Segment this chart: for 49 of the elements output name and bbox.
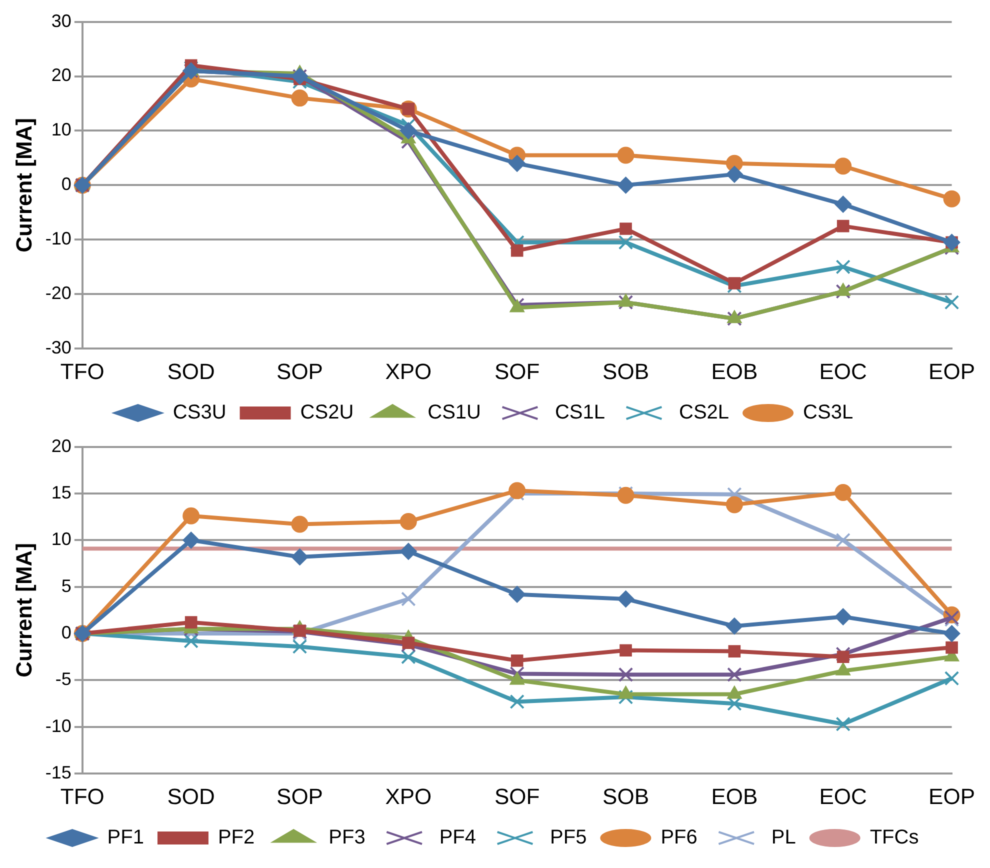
x-tick-label: XPO xyxy=(385,358,432,384)
x-tick-label: EOP xyxy=(928,784,976,809)
y-tick-label: 0 xyxy=(61,622,72,643)
y-tick-label: -15 xyxy=(45,762,72,783)
x-tick-label: EOB xyxy=(711,784,758,809)
y-axis-title: Current [MA] xyxy=(11,118,36,252)
y-tick-label: 15 xyxy=(51,482,72,502)
x-tick-label: SOD xyxy=(167,358,215,384)
y-tick-label: 20 xyxy=(51,436,72,456)
y-tick-label: -10 xyxy=(45,228,72,249)
x-tick-label: EOC xyxy=(819,784,868,809)
y-tick-label: -30 xyxy=(45,338,72,358)
y-tick-label: 10 xyxy=(51,120,72,140)
legend-label: PL xyxy=(771,826,796,849)
y-axis-title: Current [MA] xyxy=(11,542,36,678)
x-tick-label: SOF xyxy=(494,784,540,809)
y-tick-label: -10 xyxy=(45,716,72,736)
legend-label: PF3 xyxy=(328,826,366,849)
x-tick-label: SOF xyxy=(494,358,540,384)
x-tick-label: EOC xyxy=(819,358,868,384)
legend-label: PF2 xyxy=(218,826,255,849)
y-tick-label: -20 xyxy=(45,283,72,304)
legend-label: CS1U xyxy=(428,402,481,424)
legend-label: CS2U xyxy=(300,402,354,424)
x-tick-label: SOB xyxy=(602,358,649,384)
x-tick-label: EOP xyxy=(928,358,976,384)
x-tick-label: SOP xyxy=(276,784,323,809)
legend-label: PF5 xyxy=(550,826,587,849)
x-tick-label: TFO xyxy=(60,784,104,809)
y-tick-label: 30 xyxy=(51,10,72,31)
y-tick-label: 10 xyxy=(51,529,72,550)
x-tick-label: EOB xyxy=(711,358,758,384)
legend-label: CS1L xyxy=(554,402,606,424)
x-tick-label: SOB xyxy=(602,784,649,809)
y-tick-label: -5 xyxy=(55,669,72,690)
legend-label: PF6 xyxy=(660,826,698,849)
x-tick-label: XPO xyxy=(385,784,432,809)
legend-label: PF1 xyxy=(107,826,144,849)
x-tick-label: TFO xyxy=(60,358,104,384)
x-tick-label: SOD xyxy=(167,784,215,809)
legend-label: CS2L xyxy=(679,402,730,424)
y-tick-label: 0 xyxy=(61,174,72,194)
y-tick-label: 20 xyxy=(51,65,72,86)
legend-label: TFCs xyxy=(870,826,919,849)
legend-label: CS3L xyxy=(803,402,854,424)
legend-label: CS3U xyxy=(172,402,226,424)
legend-label: PF4 xyxy=(439,826,476,849)
y-tick-label: 5 xyxy=(61,576,72,596)
x-tick-label: SOP xyxy=(276,358,323,384)
